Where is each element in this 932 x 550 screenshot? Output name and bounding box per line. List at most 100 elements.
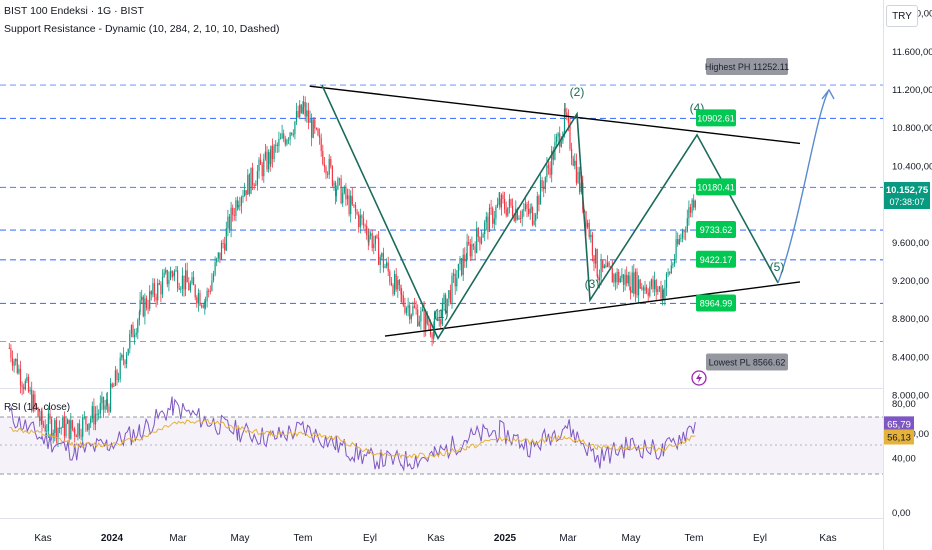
candle-body	[168, 279, 170, 285]
candle-body	[31, 389, 33, 411]
candle-body	[144, 298, 146, 317]
candle-body	[283, 133, 285, 139]
candle-body	[230, 207, 232, 230]
candle-body	[476, 228, 478, 253]
candle-body	[163, 272, 165, 278]
candle-body	[694, 200, 696, 208]
candle-body	[394, 274, 396, 295]
candle-body	[35, 405, 38, 408]
time-axis-label: May	[622, 533, 641, 544]
candle-body	[256, 171, 258, 185]
price-tick-label: 8.400,00	[892, 352, 929, 363]
candle-body	[91, 406, 93, 419]
candle-body	[82, 417, 84, 437]
candle-body	[55, 420, 57, 439]
candle-body	[71, 420, 73, 429]
candle-body	[67, 419, 69, 424]
price-tick-label: 10.400,00	[892, 161, 932, 172]
currency-button[interactable]: TRY	[886, 5, 918, 27]
candle-body	[611, 268, 613, 283]
candle-body	[37, 407, 39, 417]
candle-body	[208, 290, 210, 292]
candle-body	[343, 186, 345, 193]
candle-body	[134, 334, 136, 338]
candle-body	[121, 354, 123, 358]
candle-body	[510, 199, 512, 206]
candle-body	[172, 273, 174, 277]
rsi-value-label: 65,79	[887, 419, 911, 430]
sr-level-label: 9733.62	[700, 225, 733, 235]
candle-body	[52, 432, 54, 438]
wave-label: (1)	[434, 307, 449, 321]
candle-body	[529, 208, 531, 214]
candle-body	[417, 309, 419, 326]
candle-body	[555, 136, 558, 142]
candle-body	[250, 167, 252, 194]
candle-body	[508, 199, 510, 208]
candle-body	[392, 285, 394, 295]
candle-body	[456, 278, 458, 287]
sr-level-badge	[696, 294, 736, 312]
candle-body	[201, 305, 203, 307]
candle-body	[507, 207, 509, 216]
candle-body	[678, 239, 680, 245]
candle-body	[15, 358, 17, 362]
candle-body	[495, 207, 497, 219]
candle-body	[618, 271, 620, 283]
candle-body	[454, 273, 456, 287]
candle-body	[664, 287, 666, 300]
candle-body	[683, 230, 685, 233]
candle-body	[158, 283, 160, 285]
candle-body	[175, 270, 177, 272]
candle-body	[153, 283, 156, 297]
sr-level-badge	[706, 353, 788, 371]
candle-body	[493, 218, 495, 224]
candle-body	[80, 435, 82, 437]
candle-body	[27, 376, 30, 392]
candle-body	[557, 133, 559, 137]
candle-body	[448, 290, 450, 299]
candle-body	[384, 266, 386, 268]
candle-body	[261, 164, 263, 177]
candle-body	[68, 419, 70, 439]
candle-body	[398, 279, 400, 286]
candle-body	[196, 297, 198, 304]
candle-body	[572, 158, 574, 166]
candle-body	[118, 379, 120, 381]
candle-body	[319, 135, 321, 138]
candle-body	[395, 274, 397, 290]
candle-body	[199, 293, 201, 306]
candle-body	[312, 119, 314, 138]
candle-body	[488, 207, 491, 232]
symbol-title[interactable]: BIST 100 Endeksi · 1G · BIST	[4, 5, 144, 17]
candle-body	[591, 234, 593, 256]
candle-body	[284, 138, 286, 145]
candle-body	[60, 427, 62, 429]
candle-body	[269, 152, 271, 164]
sr-level-label: 10902.61	[697, 113, 735, 123]
candle-body	[281, 133, 283, 139]
candle-body	[219, 252, 221, 260]
candle-body	[633, 272, 635, 294]
candle-body	[23, 387, 25, 390]
candle-body	[413, 306, 416, 308]
candle-body	[449, 290, 451, 303]
candle-body	[627, 275, 629, 284]
indicator-label[interactable]: Support Resistance - Dynamic (10, 284, 2…	[4, 23, 280, 35]
projection-arrowhead	[821, 88, 835, 100]
candle-body	[18, 368, 20, 374]
candle-body	[496, 203, 499, 208]
candle-body	[116, 370, 118, 380]
candle-body	[464, 254, 466, 262]
candle-body	[26, 376, 28, 381]
candle-body	[431, 334, 433, 339]
candle-body	[57, 428, 59, 439]
candle-body	[535, 214, 537, 221]
candle-body	[368, 235, 370, 243]
candle-body	[370, 233, 372, 236]
candle-body	[351, 195, 353, 205]
sr-level-label: Lowest PL 8566.62	[709, 357, 786, 367]
time-axis-label: Kas	[427, 533, 444, 544]
candle-body	[571, 148, 573, 159]
sr-level-badge	[696, 178, 736, 196]
